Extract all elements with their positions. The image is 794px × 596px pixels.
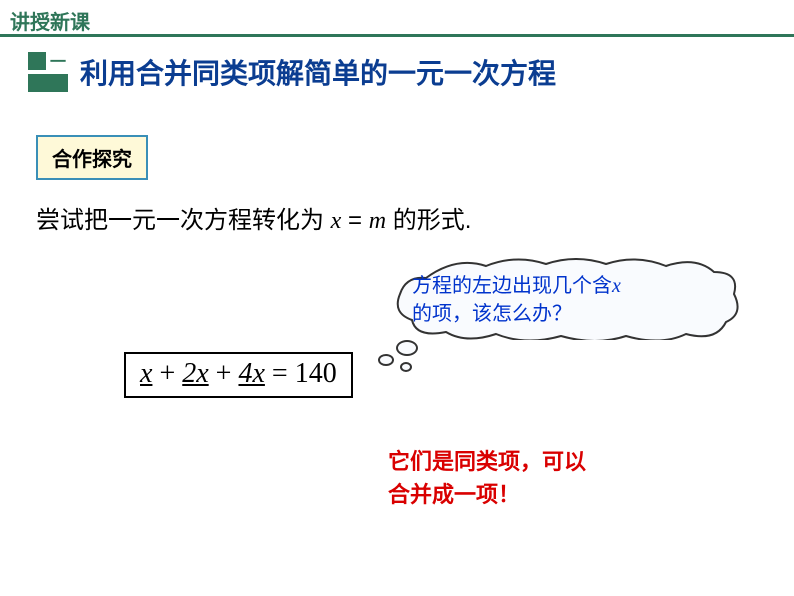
- eq-t2: 2x: [182, 358, 208, 389]
- section-label: 讲授新课: [10, 6, 90, 35]
- eq-plus2: +: [209, 358, 239, 389]
- cloud-line1a: 方程的左边出现几个含: [412, 275, 612, 297]
- bubble-2: [378, 354, 394, 366]
- eq-plus1: +: [152, 358, 182, 389]
- body-eq: =: [341, 207, 368, 234]
- page-title: 利用合并同类项解简单的一元一次方程: [80, 52, 556, 92]
- bubble-3: [400, 362, 412, 372]
- body-suffix: 的形式.: [386, 207, 471, 234]
- eq-eq: =: [265, 358, 295, 389]
- title-number-icon: 一: [28, 52, 68, 92]
- body-prefix: 尝试把一元一次方程转化为: [36, 207, 331, 234]
- title-row: 一 利用合并同类项解简单的一元一次方程: [28, 52, 556, 92]
- body-x: x: [331, 208, 342, 234]
- instruction-text: 尝试把一元一次方程转化为 x = m 的形式.: [36, 200, 471, 235]
- equation-box: x + 2x + 4x = 140: [124, 352, 353, 398]
- body-m: m: [369, 208, 386, 234]
- answer-text: 它们是同类项，可以 合并成一项！: [388, 445, 586, 511]
- cloud-text: 方程的左边出现几个含x 的项，该怎么办？: [412, 272, 621, 328]
- eq-t3: 4x: [238, 358, 264, 389]
- eq-t1: x: [140, 358, 152, 389]
- cloud-x: x: [612, 275, 621, 297]
- answer-line1: 它们是同类项，可以: [388, 449, 586, 474]
- eq-rhs: 140: [295, 358, 337, 389]
- cloud-line2: 的项，该怎么办？: [412, 303, 572, 325]
- answer-line2: 合并成一项！: [388, 482, 520, 507]
- badge-cooperation: 合作探究: [36, 135, 148, 180]
- thought-cloud: 方程的左边出现几个含x 的项，该怎么办？: [386, 258, 746, 340]
- bubble-1: [396, 340, 418, 356]
- header-underline: [0, 34, 794, 37]
- title-index: 一: [50, 54, 66, 71]
